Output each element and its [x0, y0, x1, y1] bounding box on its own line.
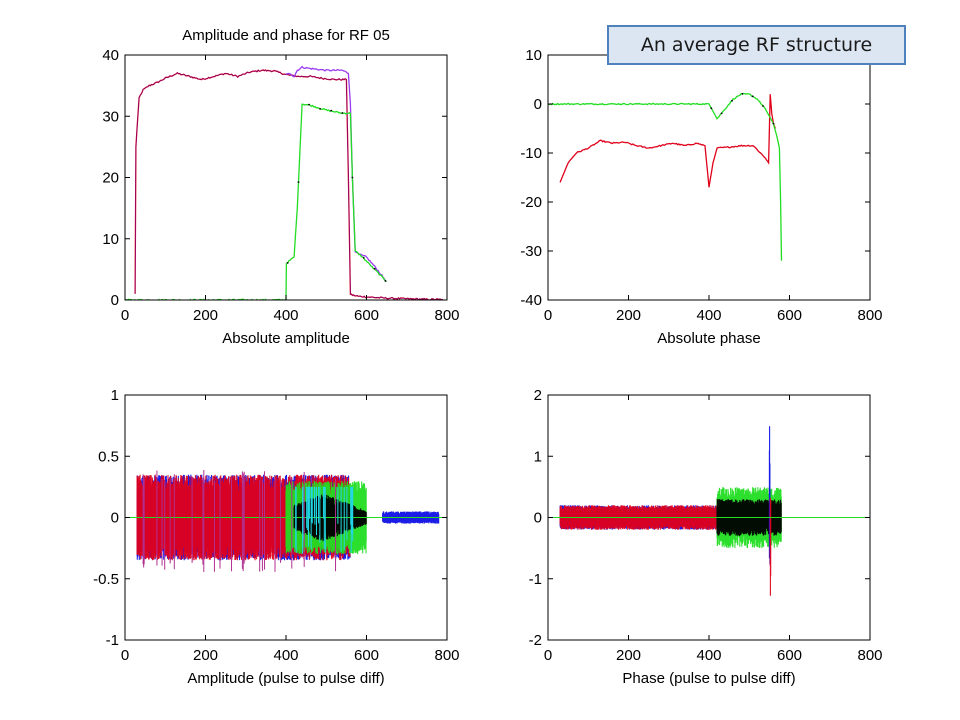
series-dot — [319, 108, 321, 110]
y-tick-label: -30 — [520, 243, 542, 260]
series-dot — [751, 95, 754, 98]
x-tick-label: 0 — [544, 647, 552, 664]
series-line — [559, 94, 777, 188]
y-tick-label: -0.5 — [93, 571, 119, 588]
y-tick-label: 1 — [111, 387, 119, 404]
plot-phase-diff: 0 200 400 600 800 -2 -1 0 1 2 Phase (pulse to puls… — [529, 387, 883, 687]
y-tick-label: -20 — [520, 194, 542, 211]
y-tick-label: 0.5 — [98, 448, 119, 465]
series-line — [125, 103, 387, 300]
y-tick-label: 0 — [534, 510, 542, 527]
plot-absolute-phase: 0 200 400 600 800 -40 -30 -20 -10 0 10 Absolute pha… — [520, 47, 882, 347]
x-tick-label: 200 — [616, 647, 641, 664]
y-tick-label: 40 — [102, 47, 119, 64]
x-tick-label: 0 — [544, 307, 552, 324]
x-tick-label: 600 — [777, 647, 802, 664]
x-tick-label: 200 — [193, 307, 218, 324]
x-tick-label: 800 — [857, 647, 882, 664]
y-tick-label: 1 — [534, 448, 542, 465]
callout-text: An average RF structure — [640, 34, 873, 56]
series-dot — [286, 262, 289, 264]
x-tick-label: 0 — [121, 647, 129, 664]
chart-title: Amplitude and phase for RF 05 — [182, 27, 390, 44]
series-dot — [762, 105, 764, 107]
series-dot — [772, 122, 775, 125]
series-dot — [351, 176, 354, 179]
y-tick-label: 30 — [102, 108, 119, 125]
x-axis-label: Absolute phase — [657, 330, 760, 347]
y-tick-label: -1 — [529, 571, 542, 588]
x-tick-label: 800 — [434, 307, 459, 324]
x-axis-label: Amplitude (pulse to pulse diff) — [187, 670, 384, 687]
series-dot — [341, 112, 344, 114]
x-tick-label: 600 — [354, 647, 379, 664]
x-tick-label: 400 — [273, 307, 298, 324]
series-line-overlay — [134, 69, 444, 300]
x-axis-label: Absolute amplitude — [222, 330, 350, 347]
plot-absolute-amplitude: 0 200 400 600 800 0 10 20 30 40 Absolute amplitude… — [102, 27, 459, 347]
plot-amplitude-diff: 0 200 400 600 800 -1 -0.5 0 0.5 1 Amplitude (pulse… — [93, 387, 459, 687]
y-tick-label: -40 — [520, 292, 542, 309]
series-dot — [710, 107, 713, 110]
series-dot — [362, 257, 365, 259]
axes-frame — [547, 54, 871, 301]
x-tick-label: 400 — [273, 647, 298, 664]
y-tick-label: 10 — [525, 47, 542, 64]
y-tick-label: 0 — [111, 292, 119, 309]
y-tick-label: 20 — [102, 170, 119, 187]
series-dot — [308, 103, 310, 106]
x-tick-label: 400 — [696, 647, 721, 664]
series-dot — [384, 280, 387, 282]
series-dot — [731, 99, 733, 102]
x-tick-label: 800 — [857, 307, 882, 324]
series-line — [285, 65, 387, 283]
y-tick-label: 0 — [111, 510, 119, 527]
series-line — [134, 69, 444, 300]
series-group — [125, 470, 447, 572]
series-group — [548, 92, 783, 261]
series-line — [548, 92, 783, 261]
x-axis-label: Phase (pulse to pulse diff) — [622, 670, 795, 687]
series-dot — [741, 93, 744, 95]
x-tick-label: 400 — [696, 307, 721, 324]
x-tick-label: 600 — [354, 307, 379, 324]
y-tick-label: -2 — [529, 632, 542, 649]
x-tick-label: 800 — [434, 647, 459, 664]
y-tick-label: -10 — [520, 145, 542, 162]
callout-box: An average RF structure — [607, 25, 906, 65]
x-tick-label: 0 — [121, 307, 129, 324]
series-dot — [373, 267, 376, 270]
y-tick-label: 2 — [534, 387, 542, 404]
x-tick-label: 200 — [193, 647, 218, 664]
series-group — [548, 426, 870, 596]
series-dot — [720, 112, 723, 115]
series-dot — [297, 181, 300, 184]
y-tick-label: -1 — [106, 632, 119, 649]
noise-band — [769, 498, 772, 596]
series-group — [125, 65, 444, 300]
y-tick-label: 0 — [534, 96, 542, 113]
y-tick-label: 10 — [102, 231, 119, 248]
x-tick-label: 200 — [616, 307, 641, 324]
x-tick-label: 600 — [777, 307, 802, 324]
series-dot — [330, 109, 333, 112]
